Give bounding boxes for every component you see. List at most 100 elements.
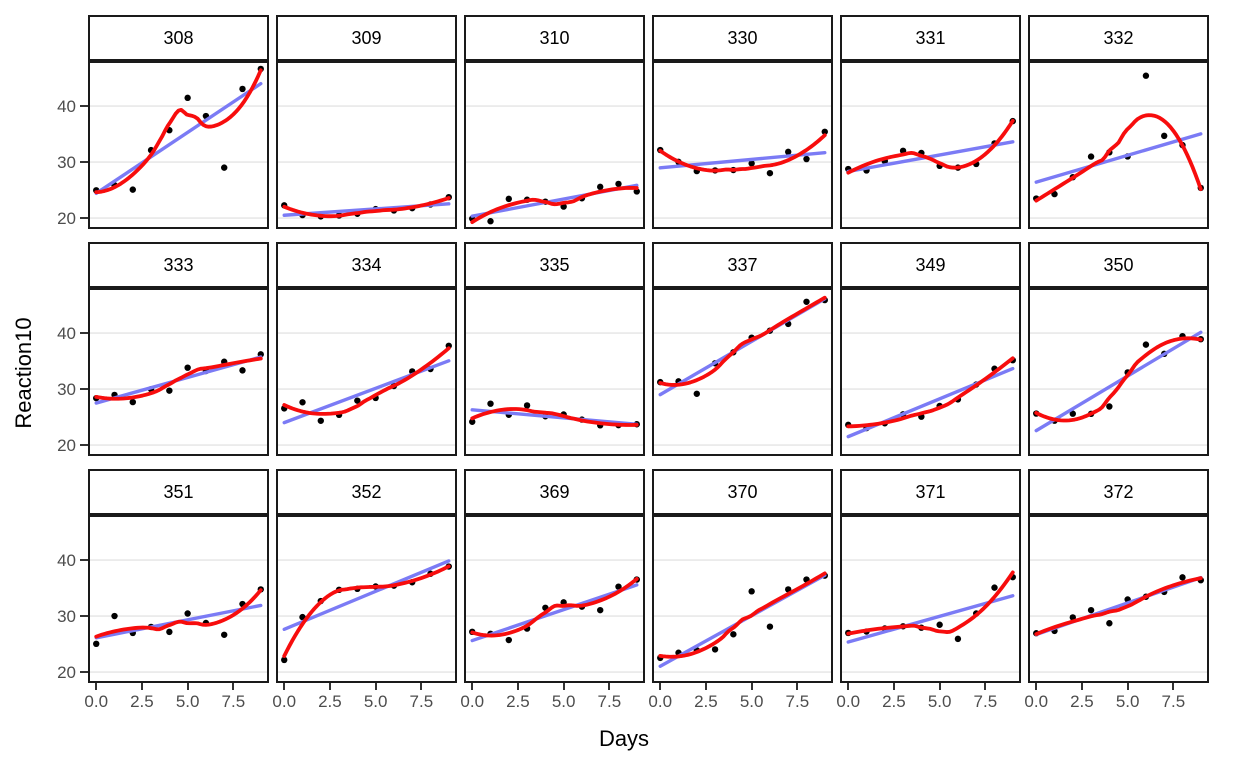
strip-label: 371	[915, 481, 946, 502]
y-tick-label: 40	[57, 551, 76, 571]
x-axis-title: Days	[598, 726, 650, 751]
facet-panel-309	[276, 61, 457, 229]
x-tick-label: 0.0	[836, 692, 861, 711]
x-tick-label: 2.5	[130, 692, 154, 711]
x-tick-label: 2.5	[318, 692, 342, 711]
x-tick-label: 7.5	[597, 692, 622, 711]
x-tick-mark	[516, 683, 519, 690]
x-tick-label: 7.5	[1161, 692, 1186, 711]
strip-label: 332	[1103, 27, 1134, 48]
strip-label: 349	[915, 254, 946, 275]
y-axis-title: Reaction10	[11, 317, 36, 429]
facet-strip: 332	[1028, 15, 1209, 61]
x-tick-label: 2.5	[694, 692, 718, 711]
facet-panel-371	[840, 515, 1021, 683]
strip-label: 331	[915, 27, 946, 48]
strip-label: 337	[727, 254, 758, 275]
x-tick-mark	[328, 683, 331, 690]
strip-label: 370	[727, 481, 758, 502]
y-tick-mark	[80, 332, 88, 335]
facet-strip: 371	[840, 469, 1021, 515]
facet-panel-349	[840, 288, 1021, 456]
facet-panel-352	[276, 515, 457, 683]
y-tick-mark	[80, 671, 88, 674]
facet-panel-334	[276, 288, 457, 456]
facet-strip: 369	[464, 469, 645, 515]
facet-panel-350	[1028, 288, 1209, 456]
y-tick-mark	[80, 559, 88, 562]
y-tick-label: 20	[57, 209, 76, 229]
y-tick-mark	[80, 615, 88, 618]
y-tick-label: 20	[57, 436, 76, 456]
x-tick-mark	[892, 683, 895, 690]
x-tick-mark	[1172, 683, 1175, 690]
x-tick-mark	[471, 683, 474, 690]
facet-strip: 337	[652, 242, 833, 288]
facet-strip: 350	[1028, 242, 1209, 288]
y-tick-mark	[80, 444, 88, 447]
facet-panel-308	[88, 61, 269, 229]
x-tick-mark	[186, 683, 189, 690]
x-tick-label: 0.0	[84, 692, 109, 711]
x-tick-label: 0.0	[460, 692, 485, 711]
x-tick-label: 5.0	[175, 692, 200, 711]
facet-strip: 335	[464, 242, 645, 288]
x-tick-label: 7.5	[409, 692, 434, 711]
x-tick-mark	[847, 683, 850, 690]
facet-panel-331	[840, 61, 1021, 229]
facet-strip: 352	[276, 469, 457, 515]
y-tick-mark	[80, 388, 88, 391]
x-tick-label: 2.5	[506, 692, 530, 711]
facet-strip: 310	[464, 15, 645, 61]
y-tick-label: 20	[57, 663, 76, 683]
x-tick-mark	[704, 683, 707, 690]
strip-label: 333	[163, 254, 194, 275]
x-tick-label: 2.5	[1070, 692, 1094, 711]
x-tick-mark	[420, 683, 423, 690]
y-tick-mark	[80, 217, 88, 220]
strip-label: 335	[539, 254, 570, 275]
y-tick-label: 30	[57, 153, 76, 173]
x-tick-mark	[938, 683, 941, 690]
x-tick-mark	[140, 683, 143, 690]
strip-label: 352	[351, 481, 382, 502]
strip-label: 309	[351, 27, 382, 48]
x-tick-label: 0.0	[1024, 692, 1049, 711]
x-tick-mark	[1080, 683, 1083, 690]
x-tick-mark	[562, 683, 565, 690]
x-tick-mark	[984, 683, 987, 690]
facet-panel-369	[464, 515, 645, 683]
x-tick-mark	[1126, 683, 1129, 690]
facet-panel-332	[1028, 61, 1209, 229]
strip-label: 308	[163, 27, 194, 48]
x-tick-mark	[750, 683, 753, 690]
x-tick-mark	[374, 683, 377, 690]
facet-panel-310	[464, 61, 645, 229]
x-tick-label: 0.0	[272, 692, 297, 711]
facet-strip: 309	[276, 15, 457, 61]
y-tick-label: 30	[57, 607, 76, 627]
facet-strip: 334	[276, 242, 457, 288]
x-tick-mark	[1035, 683, 1038, 690]
x-tick-mark	[95, 683, 98, 690]
x-tick-mark	[283, 683, 286, 690]
y-tick-label: 40	[57, 324, 76, 344]
facet-strip: 333	[88, 242, 269, 288]
x-tick-label: 7.5	[785, 692, 810, 711]
strip-label: 369	[539, 481, 570, 502]
x-tick-mark	[232, 683, 235, 690]
x-tick-label: 5.0	[363, 692, 388, 711]
strip-label: 310	[539, 27, 570, 48]
y-tick-mark	[80, 105, 88, 108]
x-tick-label: 0.0	[648, 692, 673, 711]
facet-strip: 349	[840, 242, 1021, 288]
facet-strip: 330	[652, 15, 833, 61]
facet-strip: 351	[88, 469, 269, 515]
y-tick-label: 40	[57, 97, 76, 117]
y-tick-label: 30	[57, 380, 76, 400]
x-tick-label: 7.5	[973, 692, 998, 711]
facet-strip: 308	[88, 15, 269, 61]
x-tick-label: 5.0	[551, 692, 576, 711]
strip-label: 351	[163, 481, 194, 502]
